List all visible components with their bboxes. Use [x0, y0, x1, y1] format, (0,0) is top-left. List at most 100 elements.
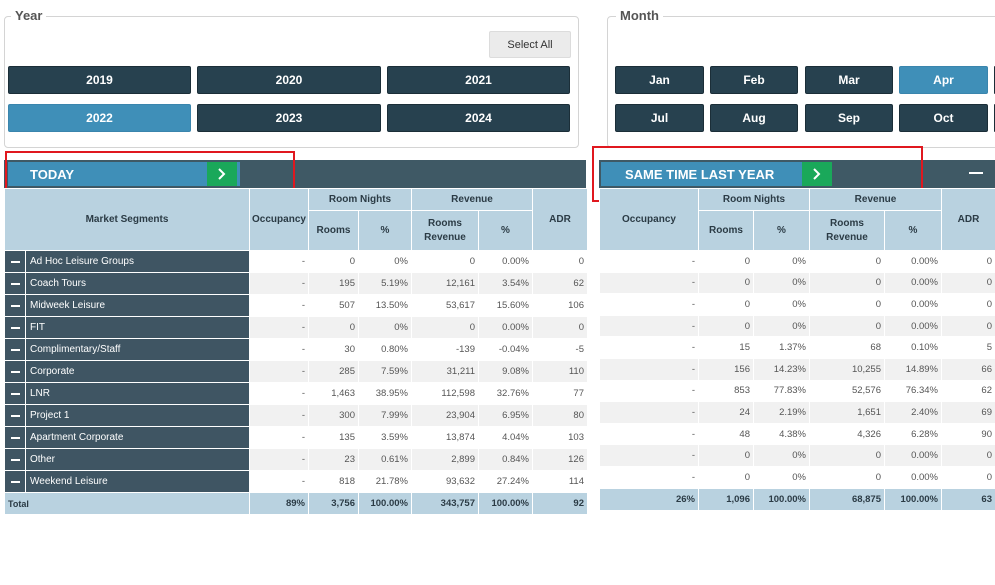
month-button-feb[interactable]: Feb: [710, 66, 798, 94]
header-occupancy[interactable]: Occupancy: [249, 188, 309, 251]
cell-revenue-pct: 15.60%: [478, 294, 533, 317]
today-tab[interactable]: TODAY: [8, 162, 240, 186]
collapse-toggle-icon[interactable]: [5, 471, 26, 492]
cell-rooms: 0: [308, 316, 359, 339]
header-rooms-pct[interactable]: %: [358, 210, 412, 251]
today-arrow-button[interactable]: [207, 162, 237, 186]
cell-adr: 77: [532, 382, 588, 405]
collapse-toggle-icon[interactable]: [5, 317, 26, 338]
collapse-toggle-icon[interactable]: [5, 449, 26, 470]
header-rooms-pct[interactable]: %: [753, 210, 810, 251]
header-revenue-pct[interactable]: %: [478, 210, 533, 251]
header-revenue: Revenue: [411, 188, 533, 211]
segment-cell: LNR: [4, 382, 250, 405]
stly-arrow-button[interactable]: [802, 162, 832, 186]
year-button-2022[interactable]: 2022: [8, 104, 191, 132]
header-rooms-revenue[interactable]: Rooms Revenue: [411, 210, 479, 251]
stly-tab[interactable]: SAME TIME LAST YEAR: [601, 162, 832, 186]
month-button-jul[interactable]: Jul: [615, 104, 704, 132]
month-button-aug[interactable]: Aug: [710, 104, 798, 132]
cell-rooms-pct: 0%: [358, 316, 412, 339]
year-button-2020[interactable]: 2020: [197, 66, 381, 94]
cell-revenue: 53,617: [411, 294, 479, 317]
cell-rooms: 135: [308, 426, 359, 449]
table-row: -24 2.19% 1,651 2.40% 69: [599, 401, 995, 424]
header-occupancy[interactable]: Occupancy: [599, 188, 699, 251]
cell-occupancy: -: [599, 336, 699, 359]
collapse-toggle-icon[interactable]: [5, 251, 26, 272]
cell-adr: 0: [941, 444, 995, 467]
cell-revenue-pct: 0.00%: [884, 465, 942, 489]
cell-revenue-pct: 0.00%: [478, 316, 533, 339]
cell-rooms: 285: [308, 360, 359, 383]
cell-rooms: 156: [698, 357, 754, 381]
year-button-2019[interactable]: 2019: [8, 66, 191, 94]
cell-adr: 62: [532, 272, 588, 295]
cell-rooms-pct: 13.50%: [358, 294, 412, 317]
cell-revenue-pct: 0.00%: [884, 293, 942, 316]
table-row: Weekend Leisure -818 21.78% 93,632 27.24% 114: [4, 470, 588, 493]
cell-revenue: 0: [411, 316, 479, 339]
table-row: Complimentary/Staff -30 0.80% -139 -0.04% -5: [4, 338, 588, 361]
month-button-apr[interactable]: Apr: [899, 66, 988, 94]
cell-revenue: 12,161: [411, 272, 479, 295]
collapse-toggle-icon[interactable]: [5, 405, 26, 426]
select-all-button[interactable]: Select All: [489, 31, 571, 58]
cell-adr: 0: [941, 250, 995, 273]
header-rooms[interactable]: Rooms: [698, 210, 754, 251]
year-button-2023[interactable]: 2023: [197, 104, 381, 132]
cell-adr: 110: [532, 360, 588, 383]
cell-rooms: 0: [698, 444, 754, 467]
month-button-jan[interactable]: Jan: [615, 66, 704, 94]
header-market-segments[interactable]: Market Segments: [4, 188, 250, 251]
cell-occupancy: -: [599, 401, 699, 424]
cell-rooms-pct: 0%: [753, 444, 810, 467]
chevron-right-icon: [218, 168, 226, 180]
cell-revenue: 0: [809, 444, 885, 467]
header-adr[interactable]: ADR: [941, 188, 995, 251]
cell-revenue-pct: 76.34%: [884, 379, 942, 403]
cell-revenue-pct: 3.54%: [478, 272, 533, 295]
cell-revenue-pct: 0.00%: [884, 271, 942, 295]
month-button-sep[interactable]: Sep: [805, 104, 893, 132]
cell-occupancy: -: [599, 465, 699, 489]
cell-rooms-pct: 0.80%: [358, 338, 412, 361]
month-button-oct[interactable]: Oct: [899, 104, 988, 132]
cell-occupancy: -: [249, 404, 309, 427]
cell-adr: 0: [941, 465, 995, 489]
cell-revenue-pct: 0.00%: [884, 250, 942, 273]
cell-occupancy: -: [599, 357, 699, 381]
collapse-toggle-icon[interactable]: [5, 295, 26, 316]
cell-revenue-pct: 2.40%: [884, 401, 942, 424]
cell-occupancy: -: [249, 294, 309, 317]
table-row: Project 1 -300 7.99% 23,904 6.95% 80: [4, 404, 588, 427]
year-button-2024[interactable]: 2024: [387, 104, 570, 132]
header-revenue-pct[interactable]: %: [884, 210, 942, 251]
cell-revenue: 112,598: [411, 382, 479, 405]
total-adr: 63: [941, 487, 995, 511]
cell-adr: 0: [941, 314, 995, 338]
year-button-2021[interactable]: 2021: [387, 66, 570, 94]
header-adr[interactable]: ADR: [532, 188, 588, 251]
segment-label: FIT: [30, 322, 45, 333]
table-row: -0 0% 0 0.00% 0: [599, 444, 995, 467]
cell-occupancy: -: [249, 426, 309, 449]
header-rooms-revenue[interactable]: Rooms Revenue: [809, 210, 885, 251]
collapse-toggle-icon[interactable]: [5, 339, 26, 360]
total-rooms: 1,096: [698, 487, 754, 511]
cell-revenue: 52,576: [809, 379, 885, 403]
collapse-toggle-icon[interactable]: [5, 427, 26, 448]
cell-rooms-pct: 38.95%: [358, 382, 412, 405]
cell-rooms-pct: 0%: [358, 250, 412, 273]
cell-revenue-pct: 0.84%: [478, 448, 533, 471]
collapse-icon[interactable]: [969, 172, 983, 174]
header-rooms[interactable]: Rooms: [308, 210, 359, 251]
cell-adr: 103: [532, 426, 588, 449]
collapse-toggle-icon[interactable]: [5, 361, 26, 382]
collapse-toggle-icon[interactable]: [5, 383, 26, 404]
month-button-mar[interactable]: Mar: [805, 66, 893, 94]
collapse-toggle-icon[interactable]: [5, 273, 26, 294]
cell-revenue-pct: 0.00%: [478, 250, 533, 273]
cell-revenue: 23,904: [411, 404, 479, 427]
segment-cell: FIT: [4, 316, 250, 339]
